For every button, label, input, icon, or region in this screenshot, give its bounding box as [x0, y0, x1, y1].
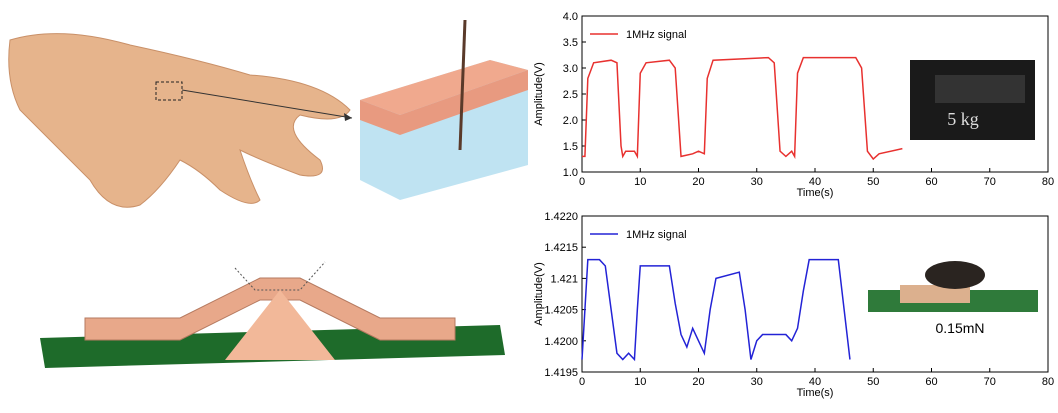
x-tick-label: 30: [751, 376, 763, 388]
fly: [925, 261, 985, 289]
x-tick-label: 70: [984, 376, 996, 388]
illustration: [9, 20, 528, 368]
figure: 5 kg 0.15mN 010203040506070801.01.52.02.…: [0, 0, 1058, 408]
y-tick-label: 1.421: [550, 273, 578, 285]
x-tick-label: 10: [634, 376, 646, 388]
arrow-head: [344, 113, 352, 121]
y-tick-label: 4.0: [563, 11, 578, 23]
x-tick-label: 50: [867, 176, 879, 188]
x-tick-label: 60: [925, 376, 937, 388]
y-axis-label: Amplitude(V): [533, 62, 545, 126]
x-tick-label: 80: [1042, 376, 1054, 388]
x-tick-label: 0: [579, 176, 585, 188]
y-tick-label: 2.0: [563, 115, 578, 127]
x-tick-label: 30: [751, 176, 763, 188]
x-tick-label: 0: [579, 376, 585, 388]
y-tick-label: 3.0: [563, 63, 578, 75]
x-tick-label: 70: [984, 176, 996, 188]
y-tick-label: 1.0: [563, 167, 578, 179]
inset: 5 kg 0.15mN: [868, 60, 1038, 336]
legend-label: 1MHz signal: [626, 29, 687, 41]
annotation: 5 kg: [947, 109, 979, 129]
x-axis-label: Time(s): [797, 187, 834, 199]
annotation: 0.15mN: [935, 320, 984, 336]
y-tick-label: 1.4200: [544, 336, 578, 348]
y-axis-label: Amplitude(V): [533, 262, 545, 326]
y-tick-label: 1.4195: [544, 367, 578, 379]
x-tick-label: 20: [692, 176, 704, 188]
y-tick-label: 1.4220: [544, 211, 578, 223]
legend-label: 1MHz signal: [626, 229, 687, 241]
y-tick-label: 1.5: [563, 141, 578, 153]
x-tick-label: 10: [634, 176, 646, 188]
x-tick-label: 80: [1042, 176, 1054, 188]
y-tick-label: 1.4215: [544, 242, 578, 254]
x-tick-label: 50: [867, 376, 879, 388]
y-tick-label: 3.5: [563, 37, 578, 49]
x-tick-label: 60: [925, 176, 937, 188]
hand: [9, 34, 350, 208]
y-tick-label: 2.5: [563, 89, 578, 101]
data-line: [582, 58, 902, 159]
weight-groove: [935, 75, 1025, 103]
x-tick-label: 20: [692, 376, 704, 388]
x-axis-label: Time(s): [797, 387, 834, 399]
data-line: [582, 260, 850, 360]
y-tick-label: 1.4205: [544, 305, 578, 317]
